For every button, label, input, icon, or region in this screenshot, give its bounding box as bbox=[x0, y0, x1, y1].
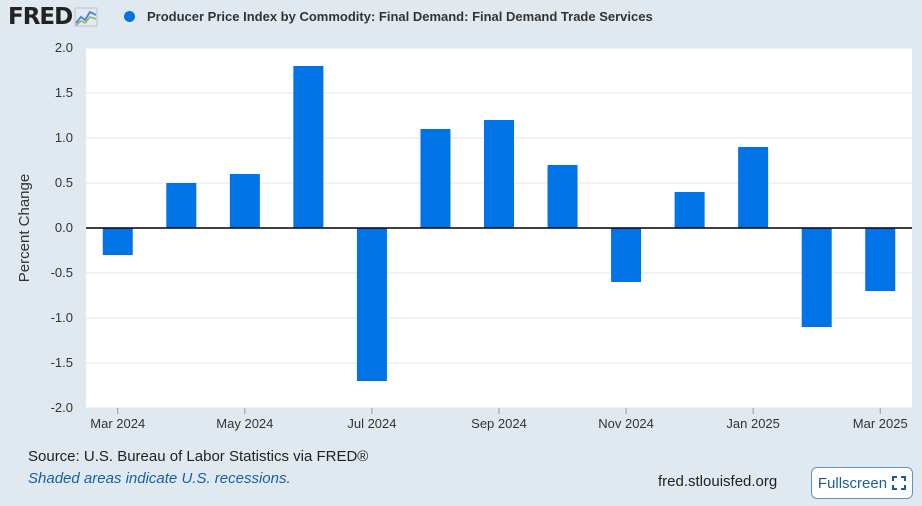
bar-2024-03[interactable] bbox=[102, 228, 133, 255]
fullscreen-button[interactable]: Fullscreen bbox=[811, 467, 913, 499]
sparkline-icon bbox=[74, 7, 98, 27]
y-axis-title: Percent Change bbox=[16, 174, 33, 282]
y-tick-label: 1.5 bbox=[55, 85, 73, 100]
x-tick-label: Jul 2024 bbox=[347, 416, 396, 431]
bar-2025-01[interactable] bbox=[738, 147, 769, 228]
bar-2024-12[interactable] bbox=[674, 192, 705, 228]
bar-2024-10[interactable] bbox=[547, 165, 578, 228]
bar-2024-07[interactable] bbox=[356, 228, 387, 381]
x-tick-label: May 2024 bbox=[216, 416, 273, 431]
site-url[interactable]: fred.stlouisfed.org bbox=[658, 473, 778, 490]
y-tick-label: -0.5 bbox=[51, 265, 73, 280]
source-text: Source: U.S. Bureau of Labor Statistics … bbox=[28, 448, 369, 465]
bar-2024-08[interactable] bbox=[420, 129, 451, 228]
y-tick-label: 0.0 bbox=[55, 220, 73, 235]
expand-icon bbox=[892, 476, 907, 490]
recession-note[interactable]: Shaded areas indicate U.S. recessions. bbox=[28, 470, 291, 487]
fullscreen-label: Fullscreen bbox=[817, 474, 888, 492]
y-tick-label: -1.5 bbox=[51, 355, 73, 370]
x-tick-label: Mar 2024 bbox=[90, 416, 145, 431]
legend: Producer Price Index by Commodity: Final… bbox=[124, 9, 653, 24]
y-tick-label: 0.5 bbox=[55, 175, 73, 190]
bar-chart: 2.0 1.5 1.0 0.5 0.0 -0.5 -1.0 -1.5 -2.0 Mar 2024… bbox=[16, 40, 912, 431]
bar-2024-06[interactable] bbox=[293, 66, 324, 228]
chart-header: FRED Producer Price Index by Commodity: … bbox=[0, 0, 922, 36]
x-axis-ticks: Mar 2024 May 2024 Jul 2024 Sep 2024 Nov 2024… bbox=[90, 408, 908, 431]
y-tick-label: 2.0 bbox=[55, 40, 73, 55]
y-tick-label: -1.0 bbox=[51, 310, 73, 325]
y-tick-label: 1.0 bbox=[55, 130, 73, 145]
bar-2025-03[interactable] bbox=[865, 228, 896, 291]
x-tick-label: Mar 2025 bbox=[853, 416, 908, 431]
bar-2024-09[interactable] bbox=[484, 120, 514, 228]
bar-2024-11[interactable] bbox=[611, 228, 642, 282]
legend-series-swatch bbox=[124, 11, 135, 22]
fred-logo-text: FRED bbox=[8, 4, 73, 30]
fred-logo[interactable]: FRED bbox=[8, 4, 98, 30]
legend-series-label: Producer Price Index by Commodity: Final… bbox=[147, 9, 653, 24]
x-tick-label: Nov 2024 bbox=[598, 416, 654, 431]
x-tick-label: Sep 2024 bbox=[471, 416, 527, 431]
bar-2024-05[interactable] bbox=[229, 174, 260, 228]
y-tick-label: -2.0 bbox=[51, 400, 73, 415]
x-tick-label: Jan 2025 bbox=[726, 416, 780, 431]
y-axis-ticks: 2.0 1.5 1.0 0.5 0.0 -0.5 -1.0 -1.5 -2.0 bbox=[51, 40, 73, 415]
bar-2025-02[interactable] bbox=[801, 228, 832, 327]
bar-2024-04[interactable] bbox=[166, 183, 197, 228]
bars bbox=[102, 66, 896, 381]
